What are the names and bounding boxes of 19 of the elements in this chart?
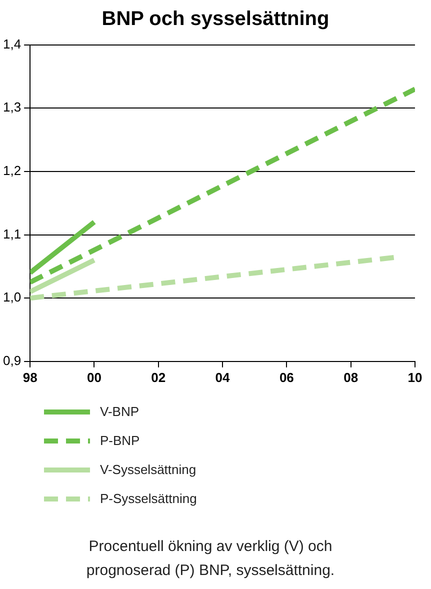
x-tick-label: 10	[408, 370, 422, 385]
y-tick-label: 1,1	[2, 226, 22, 242]
y-tick-label: 1,0	[2, 290, 22, 305]
x-tick-label: 02	[151, 370, 166, 385]
x-tick-label: 00	[86, 370, 102, 385]
legend-label: P-Sysselsättning	[100, 491, 197, 506]
y-tick-label: 1,4	[2, 36, 22, 52]
x-tick-label: 04	[215, 370, 231, 385]
y-tick-label: 1,2	[2, 163, 22, 178]
x-tick-label: 98	[22, 370, 38, 385]
x-tick-label: 06	[279, 370, 294, 385]
y-tick-label: 0,9	[2, 352, 22, 368]
legend-label: V-BNP	[100, 404, 140, 419]
legend-label: P-BNP	[100, 433, 140, 448]
y-tick-label: 1,3	[2, 100, 22, 115]
text: Procentuell ökning av verklig (V) och prognoserad (P) BNP, sysselsättning.	[85, 537, 336, 581]
legend-label: V-Sysselsättning	[100, 462, 196, 477]
x-tick-label: 08	[344, 370, 358, 385]
chart-title: BNP och sysselsättning	[100, 8, 330, 32]
